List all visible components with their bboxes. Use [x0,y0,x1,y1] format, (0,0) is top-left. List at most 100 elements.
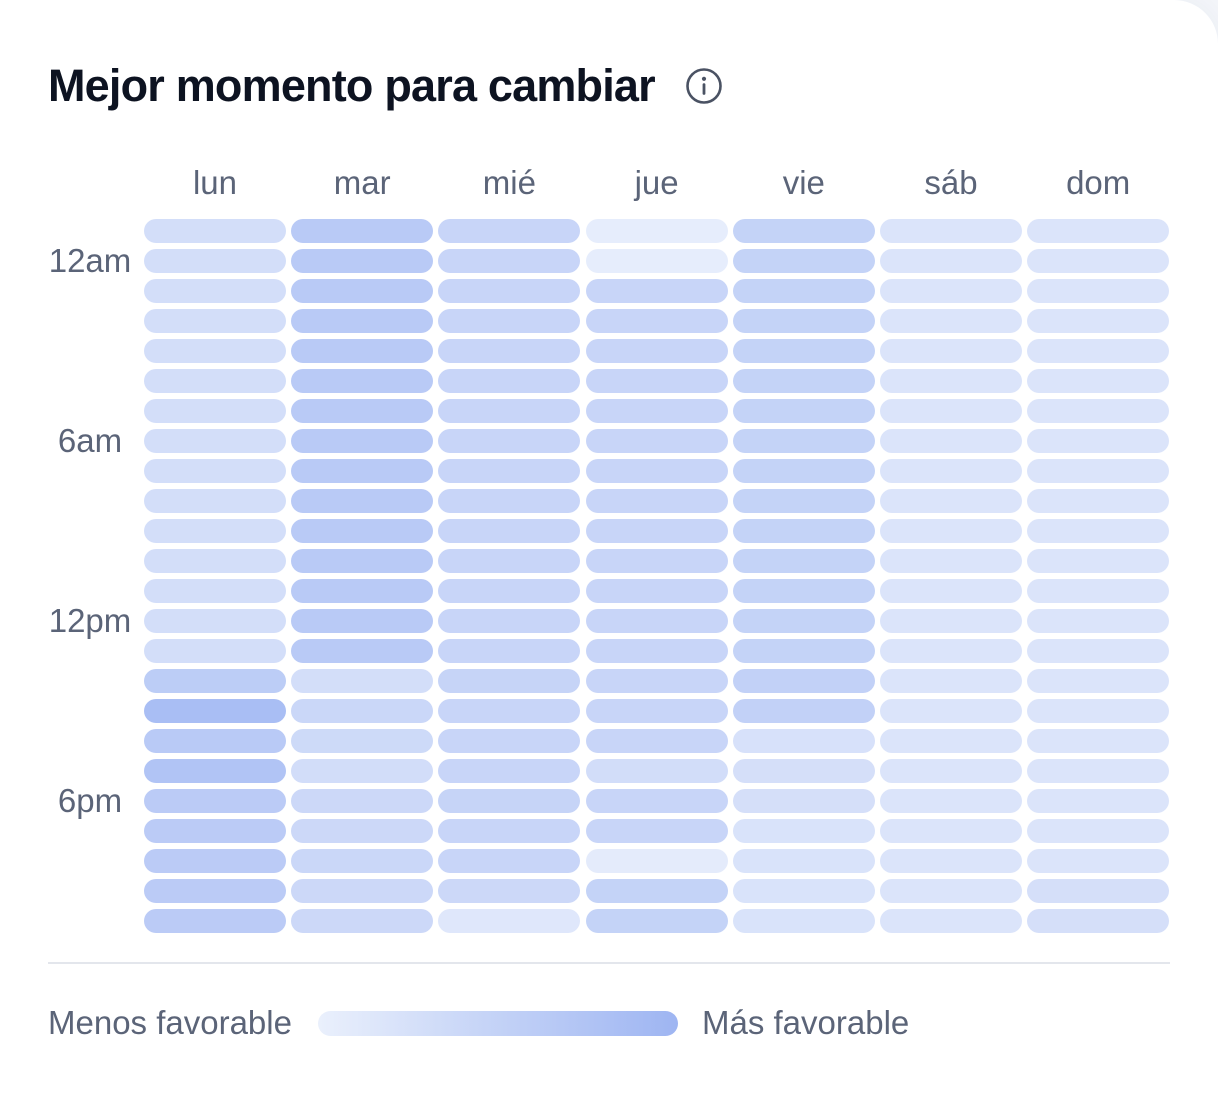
heatmap-cell[interactable] [144,459,286,483]
heatmap-cell[interactable] [1027,819,1170,843]
heatmap-cell[interactable] [291,579,434,603]
heatmap-cell[interactable] [438,339,581,363]
heatmap-cell[interactable] [1027,579,1170,603]
heatmap-cell[interactable] [144,249,286,273]
heatmap-cell[interactable] [732,369,875,393]
heatmap-cell[interactable] [291,339,434,363]
heatmap-cell[interactable] [144,339,286,363]
heatmap-cell[interactable] [438,849,581,873]
heatmap-cell[interactable] [585,729,728,753]
heatmap-cell[interactable] [291,789,434,813]
heatmap-cell[interactable] [732,879,875,903]
heatmap-cell[interactable] [1027,399,1170,423]
heatmap-cell[interactable] [880,219,1022,243]
heatmap-cell[interactable] [291,879,434,903]
heatmap-cell[interactable] [585,759,728,783]
heatmap-cell[interactable] [144,279,286,303]
heatmap-cell[interactable] [144,429,286,453]
heatmap-cell[interactable] [1027,549,1170,573]
heatmap-cell[interactable] [144,519,286,543]
heatmap-cell[interactable] [585,849,728,873]
heatmap-cell[interactable] [1027,369,1170,393]
heatmap-cell[interactable] [732,669,875,693]
heatmap-cell[interactable] [1027,309,1170,333]
heatmap-cell[interactable] [880,399,1022,423]
heatmap-cell[interactable] [291,369,434,393]
heatmap-cell[interactable] [732,339,875,363]
heatmap-cell[interactable] [438,519,581,543]
heatmap-cell[interactable] [880,459,1022,483]
heatmap-cell[interactable] [438,819,581,843]
heatmap-cell[interactable] [144,639,286,663]
heatmap-cell[interactable] [291,519,434,543]
heatmap-cell[interactable] [1027,639,1170,663]
heatmap-cell[interactable] [1027,519,1170,543]
heatmap-cell[interactable] [732,309,875,333]
heatmap-cell[interactable] [291,219,434,243]
heatmap-cell[interactable] [144,489,286,513]
heatmap-cell[interactable] [1027,849,1170,873]
heatmap-cell[interactable] [438,639,581,663]
heatmap-cell[interactable] [438,909,581,933]
heatmap-cell[interactable] [585,489,728,513]
heatmap-cell[interactable] [732,609,875,633]
heatmap-cell[interactable] [880,369,1022,393]
heatmap-cell[interactable] [291,849,434,873]
heatmap-cell[interactable] [585,789,728,813]
heatmap-cell[interactable] [585,339,728,363]
heatmap-cell[interactable] [438,669,581,693]
heatmap-cell[interactable] [144,549,286,573]
heatmap-cell[interactable] [438,759,581,783]
heatmap-cell[interactable] [438,789,581,813]
heatmap-cell[interactable] [438,609,581,633]
heatmap-cell[interactable] [585,549,728,573]
heatmap-cell[interactable] [585,609,728,633]
heatmap-cell[interactable] [291,699,434,723]
heatmap-cell[interactable] [880,249,1022,273]
heatmap-cell[interactable] [438,879,581,903]
heatmap-cell[interactable] [732,579,875,603]
heatmap-cell[interactable] [144,699,286,723]
heatmap-cell[interactable] [291,549,434,573]
heatmap-cell[interactable] [1027,759,1170,783]
info-icon[interactable] [685,67,723,105]
heatmap-cell[interactable] [1027,909,1170,933]
heatmap-cell[interactable] [438,369,581,393]
heatmap-cell[interactable] [438,279,581,303]
heatmap-cell[interactable] [144,669,286,693]
heatmap-cell[interactable] [585,519,728,543]
heatmap-cell[interactable] [438,399,581,423]
heatmap-cell[interactable] [732,699,875,723]
heatmap-cell[interactable] [291,609,434,633]
heatmap-cell[interactable] [880,339,1022,363]
heatmap-cell[interactable] [585,309,728,333]
heatmap-cell[interactable] [585,879,728,903]
heatmap-cell[interactable] [880,819,1022,843]
heatmap-cell[interactable] [880,309,1022,333]
heatmap-cell[interactable] [291,399,434,423]
heatmap-cell[interactable] [144,879,286,903]
heatmap-cell[interactable] [438,459,581,483]
heatmap-cell[interactable] [438,549,581,573]
heatmap-cell[interactable] [438,579,581,603]
heatmap-cell[interactable] [732,249,875,273]
heatmap-cell[interactable] [880,609,1022,633]
heatmap-cell[interactable] [880,789,1022,813]
heatmap-cell[interactable] [585,399,728,423]
heatmap-cell[interactable] [1027,339,1170,363]
heatmap-cell[interactable] [732,789,875,813]
heatmap-cell[interactable] [1027,279,1170,303]
heatmap-cell[interactable] [144,579,286,603]
heatmap-cell[interactable] [732,519,875,543]
heatmap-cell[interactable] [438,729,581,753]
heatmap-cell[interactable] [880,759,1022,783]
heatmap-cell[interactable] [291,429,434,453]
heatmap-cell[interactable] [144,309,286,333]
heatmap-cell[interactable] [732,819,875,843]
heatmap-cell[interactable] [1027,429,1170,453]
heatmap-cell[interactable] [880,429,1022,453]
heatmap-cell[interactable] [880,879,1022,903]
heatmap-cell[interactable] [291,309,434,333]
heatmap-cell[interactable] [732,219,875,243]
heatmap-cell[interactable] [1027,669,1170,693]
